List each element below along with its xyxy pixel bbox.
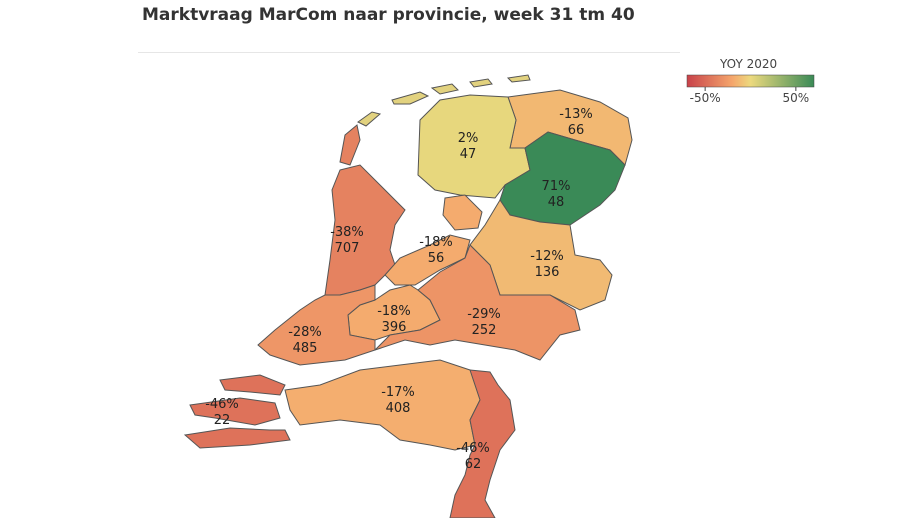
province [189, 397, 281, 426]
count-label: 408 [386, 401, 411, 416]
count-label: 56 [428, 251, 445, 266]
legend-tick-label: 50% [783, 91, 810, 105]
province [257, 284, 376, 366]
change-label: -18% [377, 304, 411, 319]
count-label: 66 [568, 123, 585, 138]
change-label: -46% [456, 441, 490, 456]
count-label: 48 [548, 195, 565, 210]
province [219, 374, 286, 396]
legend-tick-label: -50% [690, 91, 721, 105]
province [339, 124, 361, 166]
count-label: 62 [465, 457, 482, 472]
count-label: 136 [535, 265, 560, 280]
province [449, 369, 516, 518]
title-rule [138, 52, 680, 53]
island [391, 91, 430, 105]
islands [357, 74, 531, 127]
provinces [183, 89, 633, 518]
island [469, 78, 493, 88]
change-label: -29% [467, 307, 501, 322]
change-label: 71% [542, 179, 571, 194]
change-label: -13% [559, 107, 593, 122]
count-label: 47 [460, 147, 477, 162]
change-label: -46% [205, 397, 239, 412]
count-label: 485 [293, 341, 318, 356]
island [357, 111, 382, 127]
province [499, 131, 626, 226]
change-label: -12% [530, 249, 564, 264]
island [506, 74, 531, 83]
change-label: -17% [381, 385, 415, 400]
map-title: Marktvraag MarCom naar provincie, week 3… [142, 5, 635, 25]
count-label: 252 [472, 323, 497, 338]
change-label: -18% [419, 235, 453, 250]
count-label: 22 [214, 413, 231, 428]
province [183, 427, 291, 449]
change-label: -38% [330, 225, 364, 240]
island [430, 83, 459, 95]
province [384, 234, 471, 286]
count-label: 396 [382, 320, 407, 335]
count-label: 707 [335, 241, 360, 256]
legend-colorbar [686, 74, 815, 88]
change-label: -28% [288, 325, 322, 340]
change-label: 2% [458, 131, 479, 146]
legend-title: YOY 2020 [719, 57, 777, 71]
province [374, 244, 581, 361]
province [442, 194, 483, 231]
